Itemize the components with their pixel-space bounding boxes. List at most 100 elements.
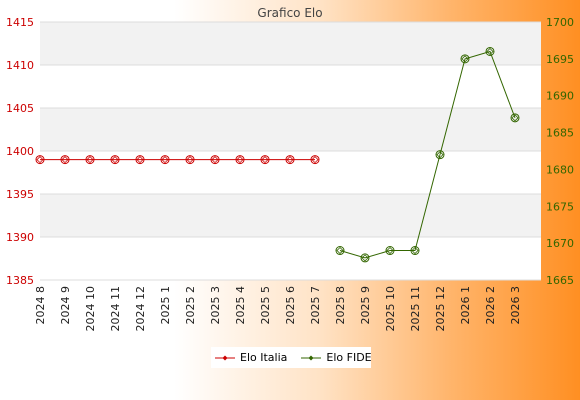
x-tick-label: 2026 3 (509, 286, 522, 325)
point-diamond (411, 246, 419, 255)
y-left-tick-label: 1395 (6, 188, 34, 201)
point-circle (35, 155, 45, 165)
point-circle (360, 253, 370, 263)
data-point-elo-italia (310, 155, 320, 165)
point-diamond (486, 47, 494, 56)
y-right-tick-label: 1680 (546, 163, 574, 176)
x-tick-label: 2026 1 (459, 286, 472, 325)
x-tick-label: 2025 7 (309, 286, 322, 325)
x-tick-label: 2025 4 (234, 286, 247, 325)
x-tick-label: 2025 8 (334, 286, 347, 325)
data-point-elo-fide (410, 246, 420, 256)
data-point-elo-italia (35, 155, 45, 165)
grid-band (40, 108, 541, 151)
data-point-elo-fide (510, 113, 520, 123)
point-circle (310, 155, 320, 165)
point-circle (60, 155, 70, 165)
data-point-elo-fide (485, 46, 495, 56)
point-diamond (111, 156, 119, 164)
point-diamond (36, 156, 44, 164)
data-point-elo-italia (285, 155, 295, 165)
point-diamond (261, 156, 269, 164)
point-circle (435, 150, 445, 160)
x-tick-label: 2025 2 (184, 286, 197, 325)
point-diamond (236, 156, 244, 164)
x-tick-label: 2025 9 (359, 286, 372, 325)
y-right-tick-label: 1690 (546, 90, 574, 103)
point-diamond (61, 156, 69, 164)
x-tick-label: 2024 12 (134, 286, 147, 332)
y-right-tick-label: 1695 (546, 53, 574, 66)
data-point-elo-italia (210, 155, 220, 165)
data-point-elo-fide (385, 246, 395, 256)
legend-item-elo-italia: Elo Italia (215, 351, 287, 364)
point-diamond (311, 156, 319, 164)
point-diamond (361, 254, 369, 262)
y-left-tick-label: 1390 (6, 231, 34, 244)
legend-swatch-elo-italia (215, 354, 235, 362)
x-tick-label: 2024 9 (59, 286, 72, 325)
point-diamond (136, 156, 144, 164)
point-circle (285, 155, 295, 165)
point-circle (410, 246, 420, 256)
y-left-tick-label: 1415 (6, 16, 34, 29)
data-point-elo-italia (160, 155, 170, 165)
data-point-elo-italia (110, 155, 120, 165)
data-point-elo-italia (235, 155, 245, 165)
x-tick-label: 2025 12 (434, 286, 447, 332)
grid-band (40, 22, 541, 65)
chart-legend: Elo Italia Elo FIDE (211, 347, 372, 368)
point-circle (385, 246, 395, 256)
y-right-tick-label: 1670 (546, 237, 574, 250)
x-tick-label: 2024 11 (109, 286, 122, 332)
x-tick-label: 2024 8 (34, 286, 47, 325)
x-tick-label: 2025 6 (284, 286, 297, 325)
y-right-tick-label: 1675 (546, 200, 574, 213)
x-tick-label: 2025 10 (384, 286, 397, 332)
data-point-elo-italia (85, 155, 95, 165)
point-diamond (336, 246, 344, 255)
point-circle (235, 155, 245, 165)
point-diamond (511, 114, 519, 122)
point-circle (260, 155, 270, 165)
x-tick-label: 2025 5 (259, 286, 272, 325)
legend-item-elo-fide: Elo FIDE (301, 351, 372, 364)
point-circle (210, 155, 220, 165)
x-tick-label: 2024 10 (84, 286, 97, 332)
point-circle (485, 46, 495, 56)
legend-label-elo-fide: Elo FIDE (326, 351, 372, 364)
point-diamond (436, 151, 444, 159)
data-point-elo-fide (335, 246, 345, 256)
point-circle (160, 155, 170, 165)
legend-label-elo-italia: Elo Italia (240, 351, 288, 364)
point-circle (335, 246, 345, 256)
point-circle (135, 155, 145, 165)
y-left-tick-label: 1400 (6, 145, 34, 158)
point-circle (460, 54, 470, 64)
y-left-tick-label: 1410 (6, 59, 34, 72)
point-diamond (211, 156, 219, 164)
y-right-tick-label: 1685 (546, 127, 574, 140)
y-right-tick-label: 1665 (546, 274, 574, 287)
point-circle (510, 113, 520, 123)
data-point-elo-italia (260, 155, 270, 165)
x-tick-label: 2025 1 (159, 286, 172, 325)
point-diamond (186, 156, 194, 164)
point-circle (185, 155, 195, 165)
point-circle (110, 155, 120, 165)
data-point-elo-fide (360, 253, 370, 263)
y-left-tick-label: 1405 (6, 102, 34, 115)
point-diamond (461, 55, 469, 63)
legend-swatch-elo-fide (301, 354, 322, 362)
data-point-elo-italia (135, 155, 145, 165)
point-diamond (86, 156, 94, 164)
y-right-tick-label: 1700 (546, 16, 574, 29)
x-tick-label: 2025 11 (409, 286, 422, 332)
data-point-elo-italia (185, 155, 195, 165)
data-point-elo-fide (460, 54, 470, 64)
grid-band (40, 194, 541, 237)
data-point-elo-italia (60, 155, 70, 165)
x-tick-label: 2026 2 (484, 286, 497, 325)
point-diamond (286, 156, 294, 164)
